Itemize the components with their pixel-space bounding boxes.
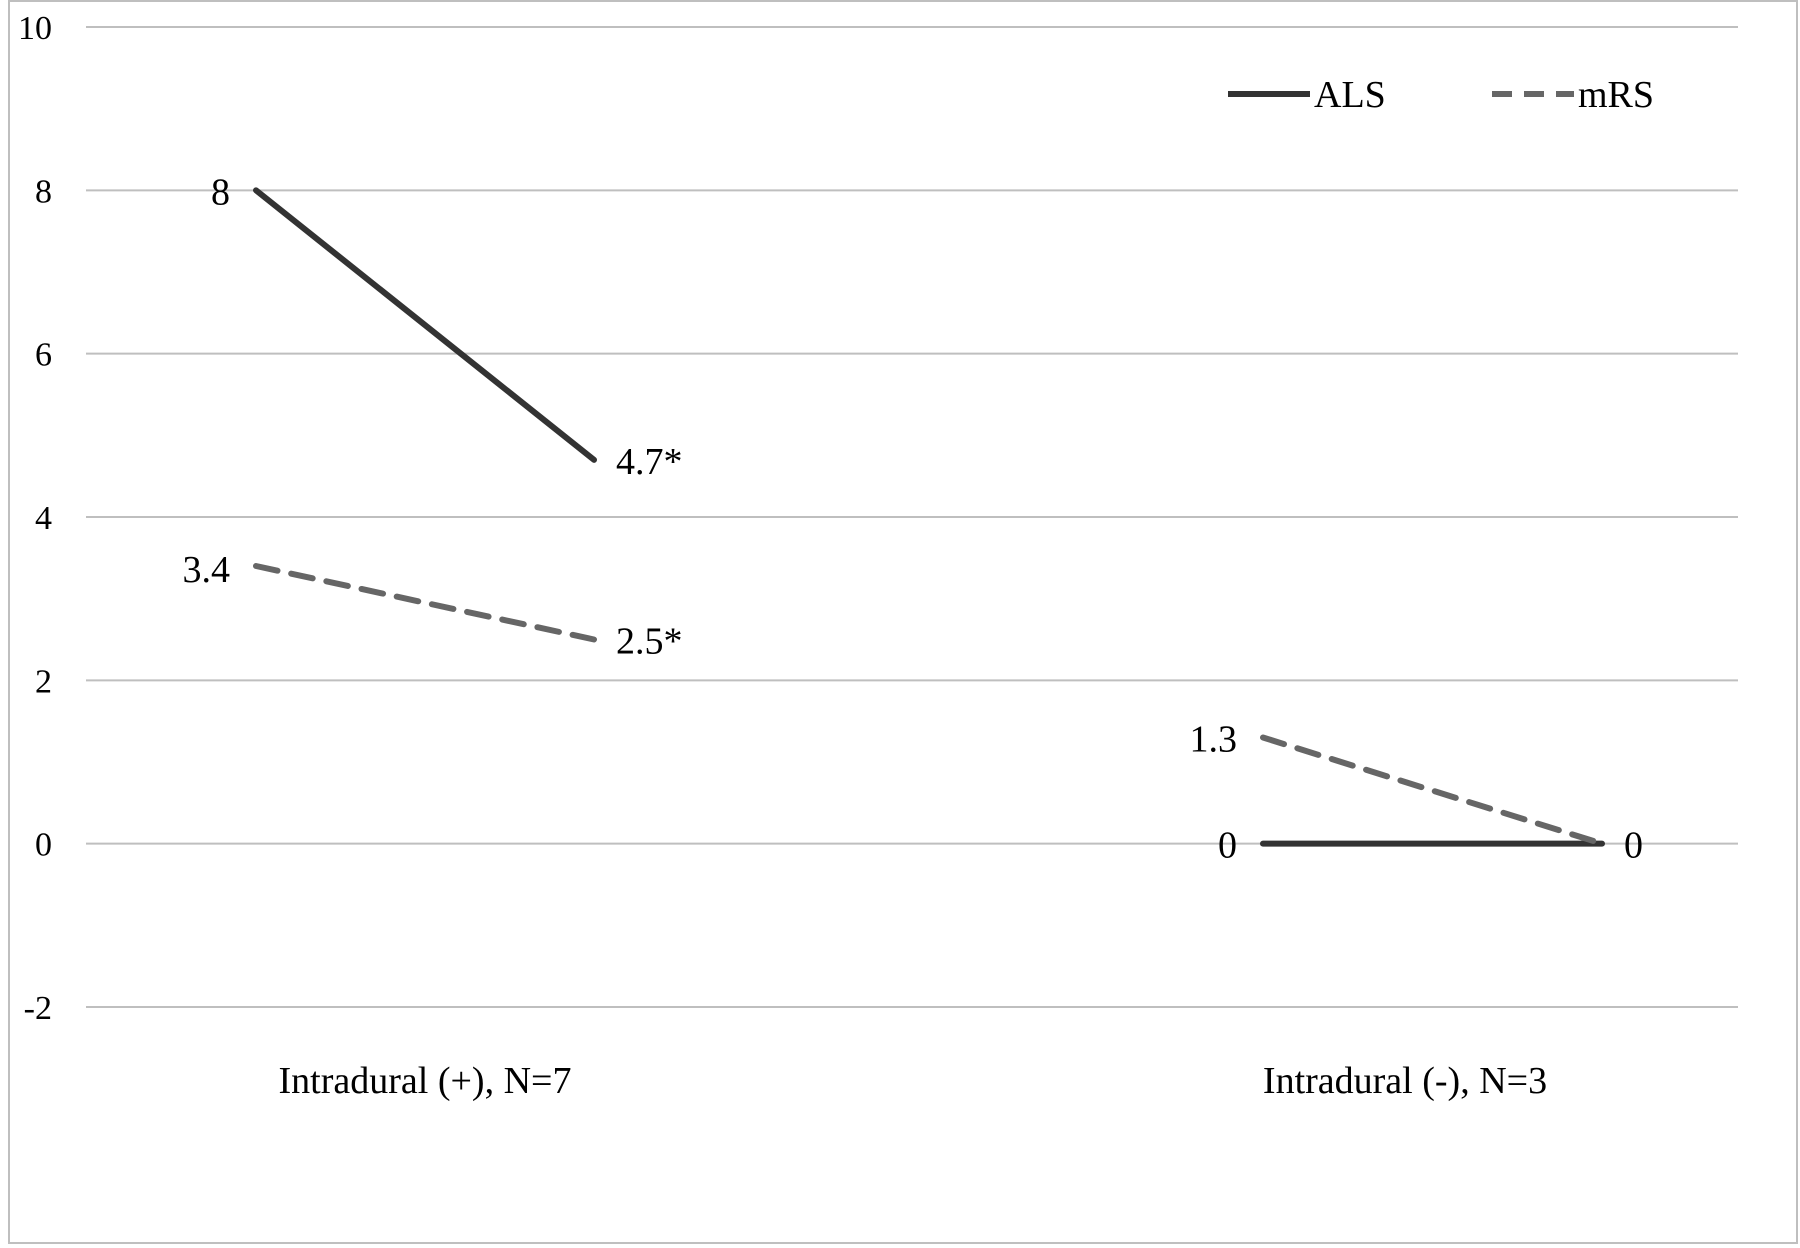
data-label-als: 0 xyxy=(1624,825,1643,867)
legend-label-als: ALS xyxy=(1314,74,1386,116)
series-line-mrs xyxy=(253,563,597,643)
category-label: Intradural (-), N=3 xyxy=(1263,1060,1547,1102)
category-labels: Intradural (+), N=7 Intradural (-), N=3 xyxy=(279,1060,1548,1102)
data-label-als: 4.7* xyxy=(616,441,683,483)
series-lines xyxy=(253,187,1605,847)
series-line-als xyxy=(253,187,597,463)
y-axis: 10 8 6 4 2 0 -2 xyxy=(18,10,52,1027)
series-line-mrs xyxy=(1260,734,1605,847)
category-label: Intradural (+), N=7 xyxy=(279,1060,572,1102)
data-label-als: 0 xyxy=(1218,825,1237,867)
y-tick-label: 10 xyxy=(18,10,52,47)
data-label-als: 8 xyxy=(211,171,230,213)
legend-label-mrs: mRS xyxy=(1578,74,1654,116)
chart-frame xyxy=(8,0,1798,1244)
y-tick-label: 2 xyxy=(35,663,52,700)
y-tick-label: 4 xyxy=(35,500,52,537)
y-tick-label: 8 xyxy=(35,173,52,210)
data-label-mrs: 2.5* xyxy=(616,621,683,663)
gridlines xyxy=(86,26,1738,1008)
y-tick-label: 6 xyxy=(35,337,52,374)
y-tick-label: -2 xyxy=(24,990,52,1027)
legend: ALS mRS xyxy=(1228,74,1654,116)
data-labels: 8 4.7* 3.4 2.5* 1.3 0 0 xyxy=(183,171,1644,866)
data-label-mrs: 1.3 xyxy=(1190,719,1238,761)
y-tick-label: 0 xyxy=(35,827,52,864)
data-label-mrs: 3.4 xyxy=(183,549,231,591)
